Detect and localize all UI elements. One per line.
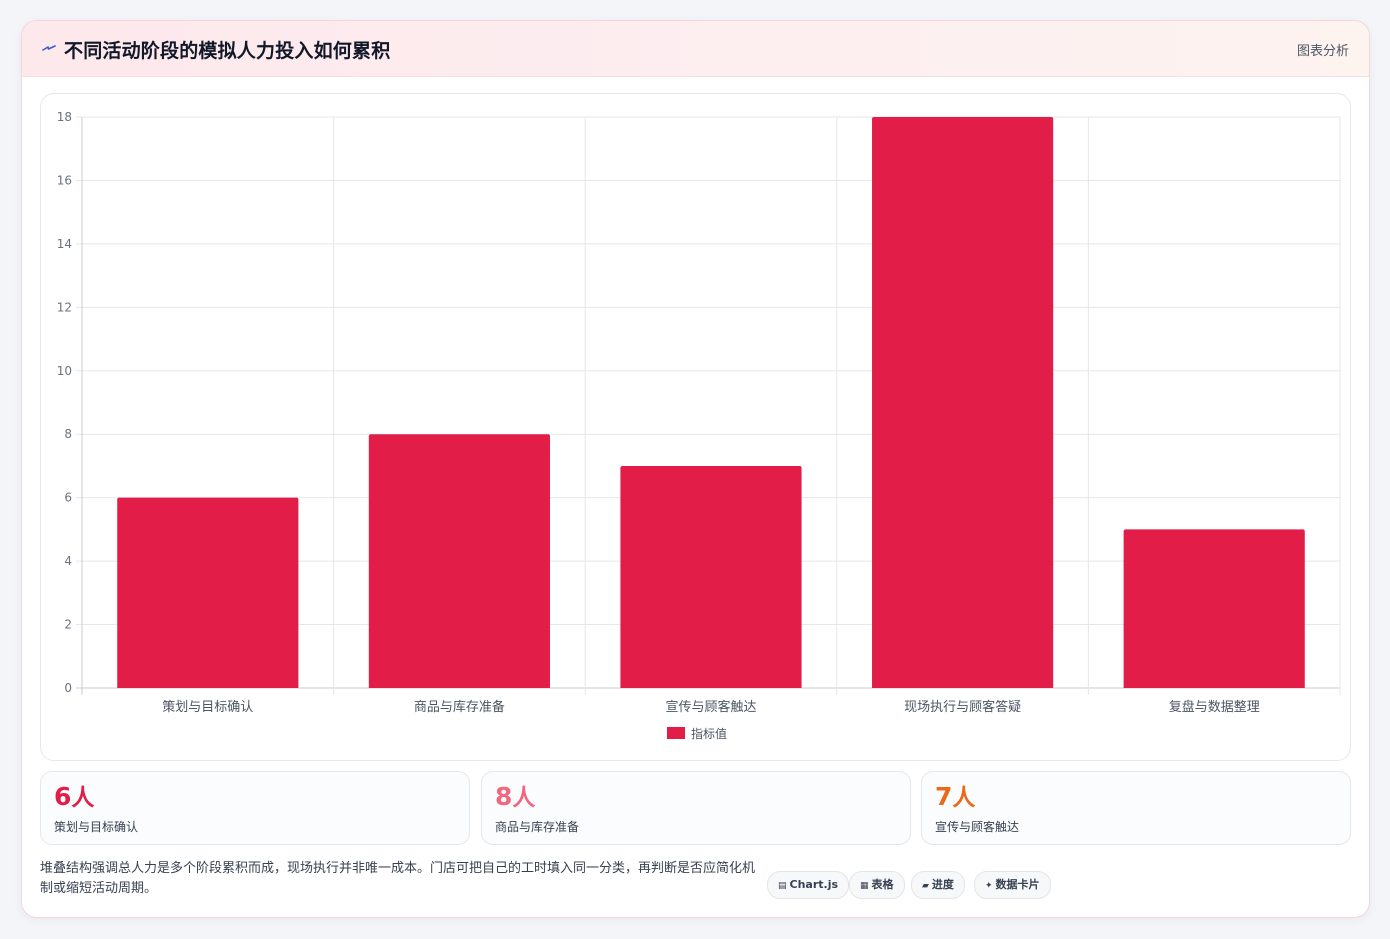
chart-area: 0 2 4 6 8 10 12 14 16 18 策划与目标确认 商品与库存准备 宣传与顾客触达 现场执行… xyxy=(40,93,1351,761)
bar xyxy=(872,117,1054,688)
bar xyxy=(620,465,802,688)
chart-icon: ▤ xyxy=(778,881,787,891)
chip-label: 表格 xyxy=(871,878,894,891)
chip-progress[interactable]: ▰ 进度 xyxy=(911,871,965,899)
card-header: 不同活动阶段的模拟人力投入如何累积 图表分析 xyxy=(22,21,1369,77)
y-tick-label: 6 xyxy=(64,491,72,505)
stat-card-1: 6人 策划与目标确认 xyxy=(40,771,470,845)
y-tick-label: 18 xyxy=(57,110,72,124)
chip-chartjs[interactable]: ▤ Chart.js xyxy=(767,871,850,899)
stat-card-2: 8人 商品与库存准备 xyxy=(481,771,911,845)
y-tick-label: 10 xyxy=(57,364,72,378)
stat-card-3: 7人 宣传与顾客触达 xyxy=(921,771,1351,845)
legend-label: 指标值 xyxy=(691,726,727,741)
legend-swatch xyxy=(667,727,685,739)
stat-value: 6人 xyxy=(54,782,94,813)
chip-label: Chart.js xyxy=(789,878,839,891)
stat-number: 6 xyxy=(54,782,72,811)
x-tick-label: 宣传与顾客触达 xyxy=(665,699,756,715)
stat-unit: 人 xyxy=(71,785,95,811)
stat-unit: 人 xyxy=(512,785,536,811)
table-icon: ▦ xyxy=(860,881,869,891)
y-tick-label: 8 xyxy=(64,427,72,441)
stat-value: 7人 xyxy=(935,782,975,813)
bar xyxy=(117,497,299,688)
y-tick-label: 4 xyxy=(64,554,72,568)
chart-card: 不同活动阶段的模拟人力投入如何累积 图表分析 0 2 4 6 8 10 12 14 16 18 策划… xyxy=(21,20,1370,918)
y-tick-label: 0 xyxy=(64,681,72,695)
stat-label: 宣传与顾客触达 xyxy=(935,820,1020,834)
bar xyxy=(368,434,550,688)
x-tick-label: 策划与目标确认 xyxy=(162,699,253,715)
y-tick-label: 16 xyxy=(57,173,72,187)
x-tick-label: 商品与库存准备 xyxy=(414,699,505,715)
x-tick-label: 复盘与数据整理 xyxy=(1169,699,1260,715)
bar xyxy=(1123,529,1305,688)
chip-table[interactable]: ▦ 表格 xyxy=(849,871,905,899)
bar-chart: 0 2 4 6 8 10 12 14 16 18 策划与目标确认 商品与库存准备 宣传与顾客触达 现场执行… xyxy=(57,110,1341,741)
y-tick-label: 2 xyxy=(64,618,72,632)
stat-value: 8人 xyxy=(495,782,535,813)
stat-number: 8 xyxy=(495,782,513,811)
chart-note: 堆叠结构强调总人力是多个阶段累积而成，现场执行并非唯一成本。门店可把自己的工时填… xyxy=(40,861,756,896)
x-tick-label: 现场执行与顾客答疑 xyxy=(904,699,1021,715)
bolt-icon xyxy=(42,45,56,51)
stat-unit: 人 xyxy=(952,785,976,811)
chip-label: 数据卡片 xyxy=(995,878,1040,891)
stat-number: 7 xyxy=(935,782,953,811)
y-tick-label: 12 xyxy=(57,300,72,314)
chip-data-card[interactable]: ✦ 数据卡片 xyxy=(974,871,1051,899)
card-title: 不同活动阶段的模拟人力投入如何累积 xyxy=(64,40,391,62)
progress-icon: ▰ xyxy=(922,881,929,891)
sparkle-icon: ✦ xyxy=(985,881,993,891)
chip-label: 进度 xyxy=(931,878,954,891)
header-tag: 图表分析 xyxy=(1296,44,1349,59)
y-tick-label: 14 xyxy=(57,237,72,251)
stat-label: 商品与库存准备 xyxy=(495,820,580,834)
stat-label: 策划与目标确认 xyxy=(54,820,139,834)
